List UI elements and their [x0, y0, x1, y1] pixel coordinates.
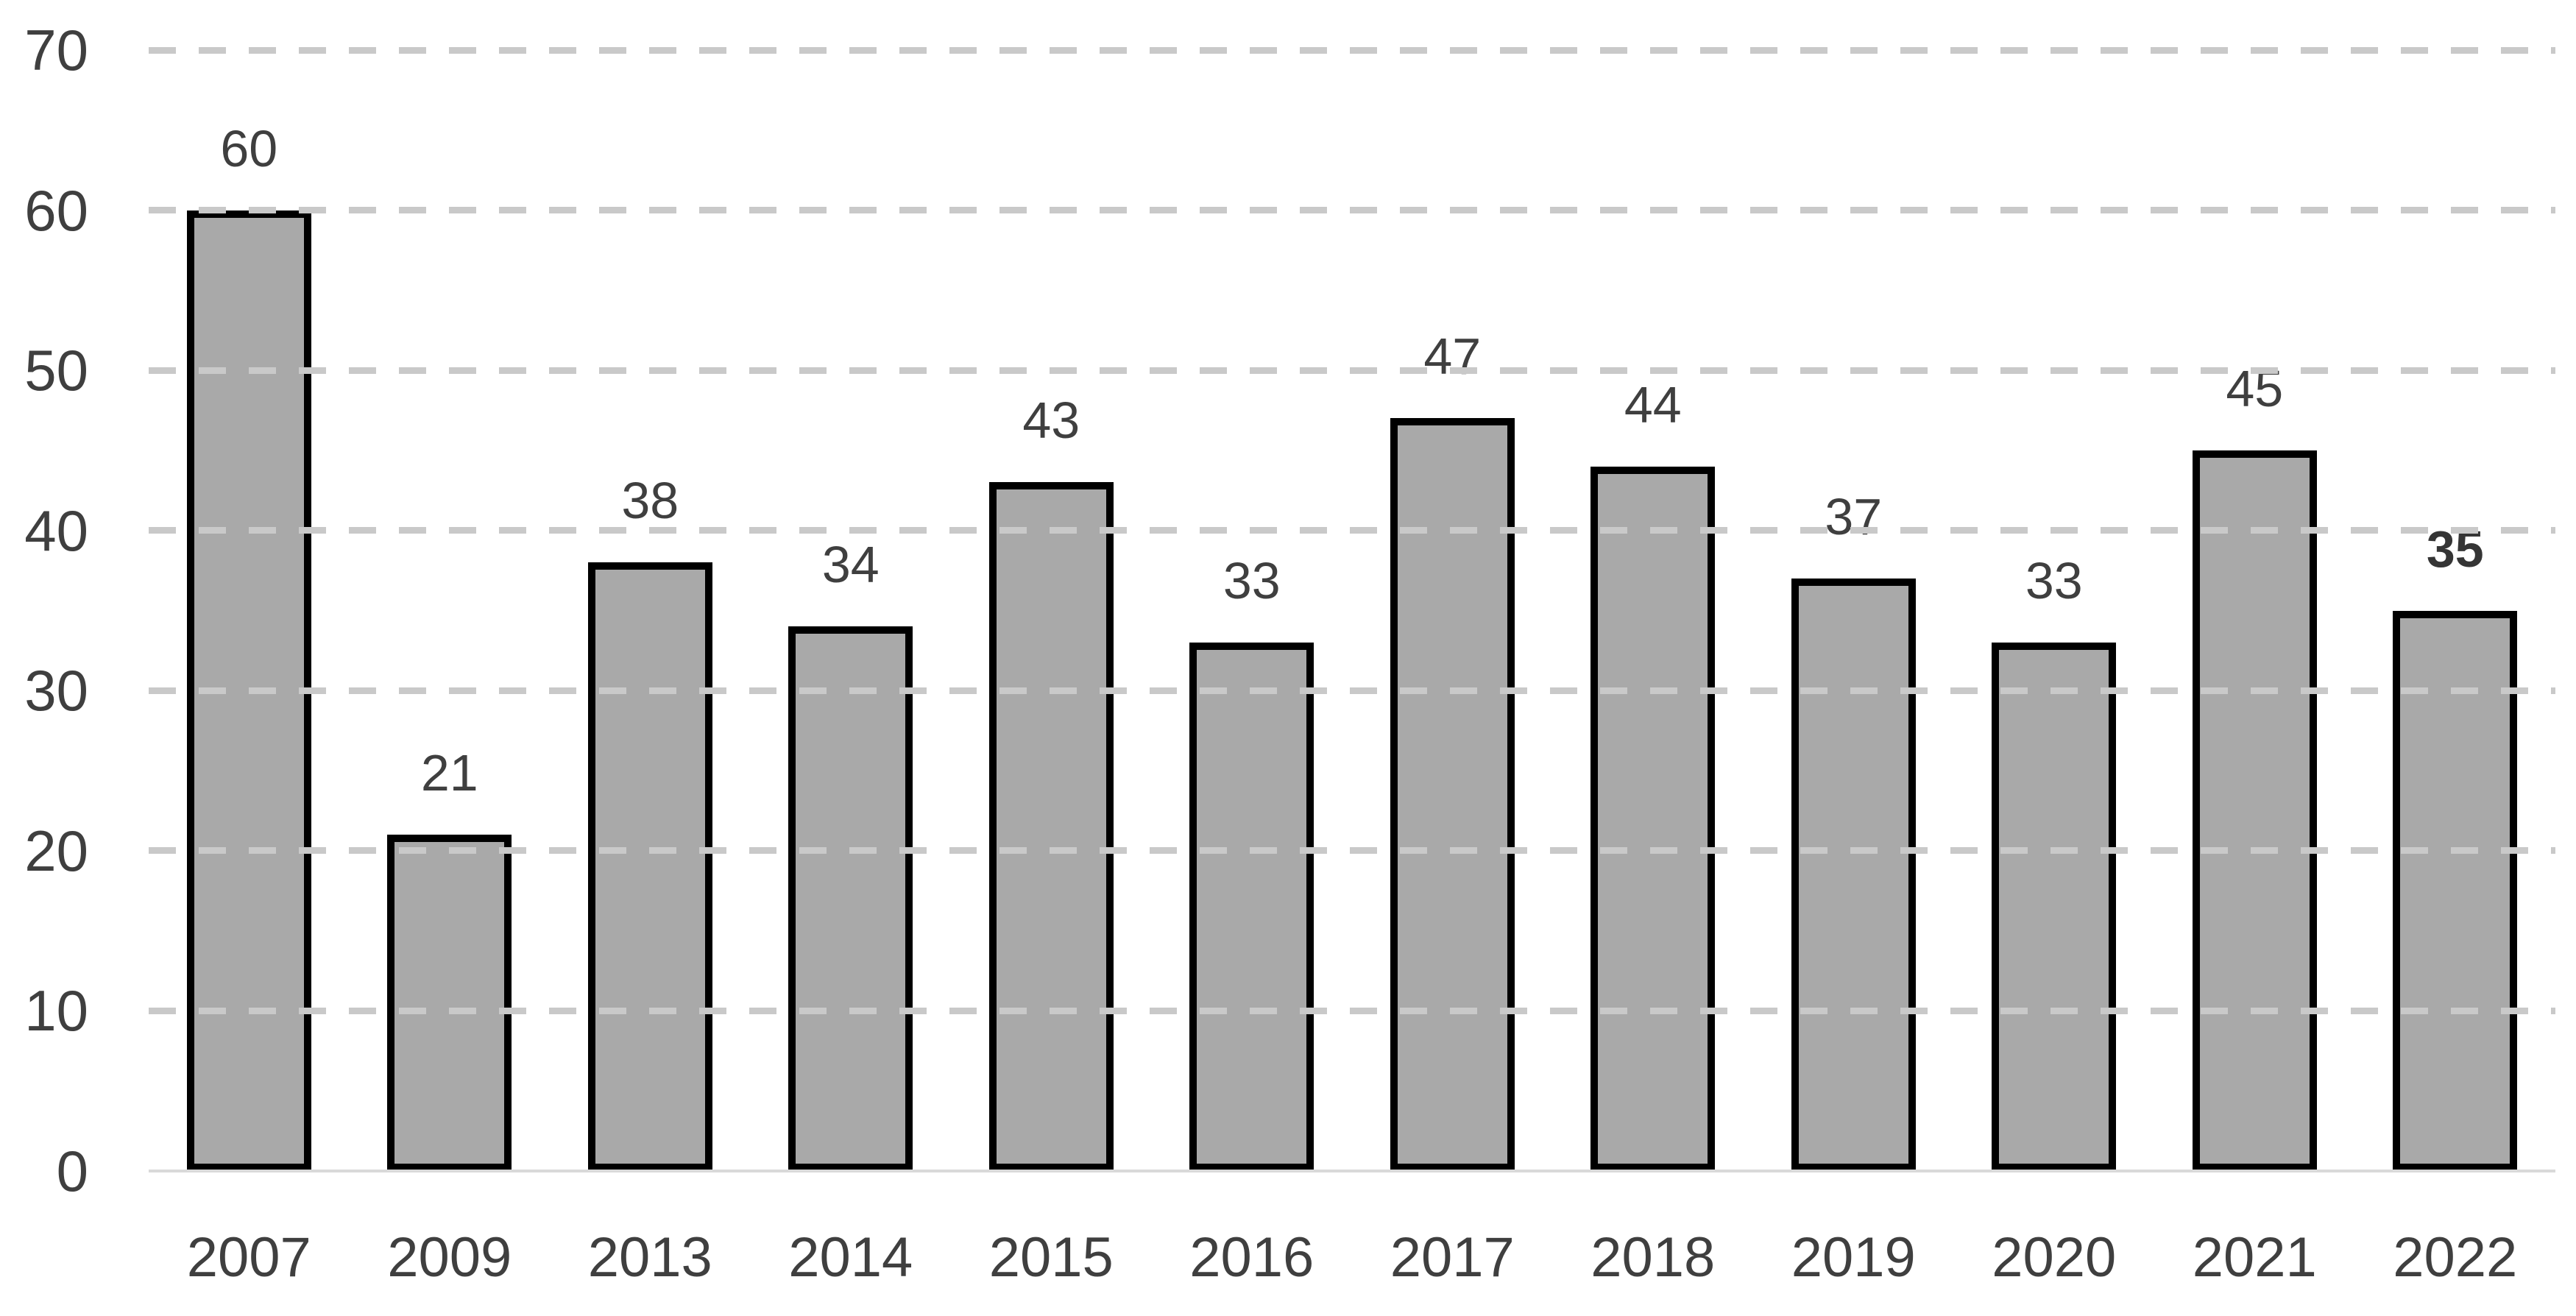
bar-column: 47 [1352, 50, 1553, 1171]
gridline [149, 207, 2555, 214]
x-axis-line [149, 1170, 2555, 1172]
bar [1590, 466, 1716, 1171]
x-tick-label: 2017 [1390, 1226, 1515, 1289]
bar-value-label: 33 [2025, 552, 2083, 610]
x-tick-label: 2019 [1791, 1226, 1916, 1289]
x-tick-label: 2014 [788, 1226, 913, 1289]
gridline [149, 847, 2555, 855]
bar-value-label: 43 [1022, 392, 1080, 450]
gridline [149, 367, 2555, 374]
gridline [149, 687, 2555, 694]
x-tick-label: 2013 [587, 1226, 712, 1289]
plot-area: 60 21 38 34 43 33 47 44 37 33 45 35 [149, 46, 2555, 1172]
bar-value-label: 37 [1825, 488, 1883, 545]
x-tick-label: 2016 [1189, 1226, 1314, 1289]
gridline [149, 527, 2555, 534]
x-tick-label: 2015 [988, 1226, 1114, 1289]
x-tick-label: 2009 [387, 1226, 512, 1289]
y-tick-label: 20 [24, 818, 88, 883]
bar-column: 43 [951, 50, 1152, 1171]
bar-column: 60 [149, 50, 350, 1171]
y-tick-label: 0 [56, 1139, 88, 1203]
bar-column: 37 [1753, 50, 1954, 1171]
bar-value-label: 60 [220, 119, 278, 177]
bar-series: 60 21 38 34 43 33 47 44 37 33 45 35 [149, 50, 2555, 1171]
bar [1390, 418, 1515, 1171]
bar-value-label: 21 [420, 744, 478, 802]
bar-column: 21 [350, 50, 551, 1171]
gridline [149, 1007, 2555, 1014]
y-tick-label: 40 [24, 498, 88, 563]
bar-value-label: 34 [821, 536, 880, 594]
bar-value-label: 38 [621, 472, 679, 530]
bar-column: 45 [2154, 50, 2355, 1171]
y-tick-label: 50 [24, 338, 88, 403]
x-tick-label: 2020 [1992, 1226, 2117, 1289]
bar-column: 33 [1954, 50, 2155, 1171]
bar [788, 626, 913, 1171]
bar-column: 38 [550, 50, 751, 1171]
x-tick-label: 2018 [1590, 1226, 1716, 1289]
bar [387, 835, 512, 1171]
bar-value-label: 33 [1222, 552, 1281, 610]
x-axis: 2007 2009 2013 2014 2015 2016 2017 2018 2019 2020… [149, 1223, 2555, 1292]
gridline [149, 46, 2555, 54]
y-tick-label: 70 [24, 18, 88, 82]
bar-value-label: 44 [1624, 375, 1682, 434]
x-tick-label: 2021 [2192, 1226, 2317, 1289]
bar [1189, 643, 1314, 1171]
x-tick-label: 2022 [2393, 1226, 2518, 1289]
bar-column: 34 [751, 50, 952, 1171]
y-tick-label: 30 [24, 658, 88, 724]
bar [1992, 643, 2117, 1171]
bar-value-label: 47 [1423, 328, 1482, 386]
y-tick-label: 10 [24, 978, 88, 1044]
y-tick-label: 60 [24, 177, 88, 243]
bar-column: 33 [1152, 50, 1353, 1171]
bar-column: 35 [2355, 50, 2556, 1171]
bar [2393, 610, 2518, 1171]
bar-column: 44 [1553, 50, 1754, 1171]
bar [988, 482, 1114, 1171]
bar [2192, 450, 2317, 1171]
bar [1791, 579, 1916, 1171]
x-tick-label: 2007 [186, 1226, 311, 1289]
y-axis: 70 60 50 40 30 20 10 0 [0, 0, 88, 1316]
bar [587, 562, 712, 1171]
